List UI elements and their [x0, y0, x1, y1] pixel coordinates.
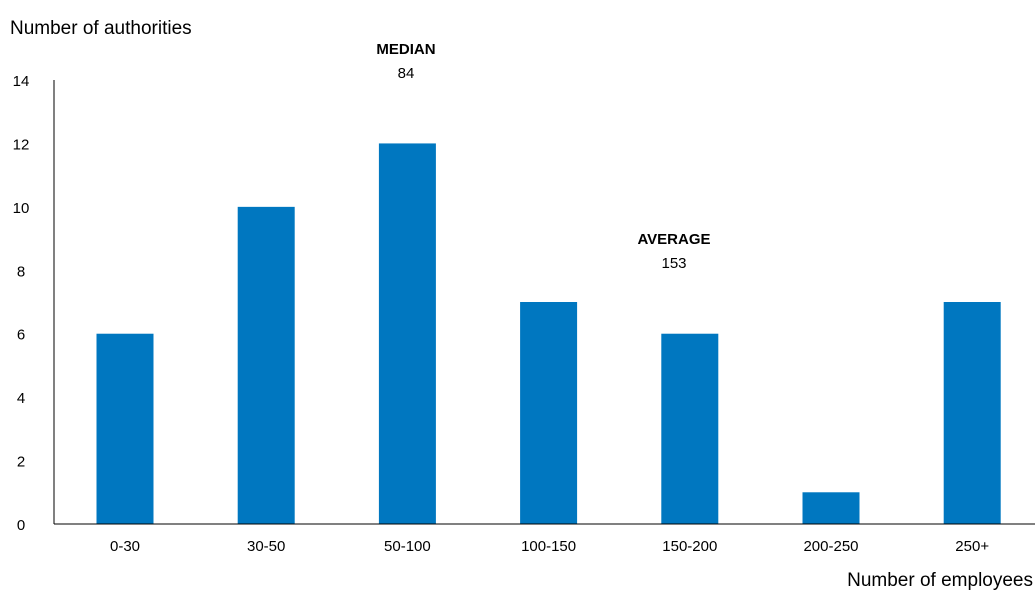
x-tick-label: 100-150 [521, 538, 576, 555]
median-annotation: MEDIAN 84 [376, 41, 435, 82]
median-label: MEDIAN [376, 41, 435, 58]
bar-30-50 [237, 206, 295, 524]
y-tick-label: 8 [17, 263, 25, 280]
x-tick-label: 250+ [955, 538, 989, 555]
y-tick-label: 14 [13, 73, 30, 90]
x-axis-title: Number of employees [847, 570, 1033, 590]
y-tick-label: 10 [13, 200, 30, 217]
x-tick-label: 30-50 [247, 538, 285, 555]
bars-group [96, 143, 1001, 524]
x-tick-labels: 0-30 30-50 50-100 100-150 150-200 200-250 250+ [110, 538, 989, 555]
bar-50-100 [378, 143, 436, 524]
x-tick-label: 150-200 [662, 538, 717, 555]
y-tick-label: 6 [17, 327, 25, 344]
y-tick-label: 4 [17, 390, 25, 407]
y-tick-label: 12 [13, 136, 30, 153]
y-tick-label: 2 [17, 454, 25, 471]
y-tick-label: 0 [17, 517, 25, 534]
bar-150-200 [661, 333, 719, 524]
bar-250+ [943, 302, 1001, 524]
median-value: 84 [398, 65, 415, 82]
average-annotation: AVERAGE 153 [637, 231, 710, 272]
bar-100-150 [520, 302, 578, 524]
y-tick-labels: 0 2 4 6 8 10 12 14 [13, 73, 30, 534]
average-value: 153 [661, 255, 686, 272]
x-tick-label: 50-100 [384, 538, 431, 555]
bar-0-30 [96, 333, 154, 524]
x-tick-label: 200-250 [803, 538, 858, 555]
average-label: AVERAGE [637, 231, 710, 248]
bar-200-250 [802, 492, 860, 524]
x-tick-label: 0-30 [110, 538, 140, 555]
y-axis-title: Number of authorities [10, 18, 192, 39]
